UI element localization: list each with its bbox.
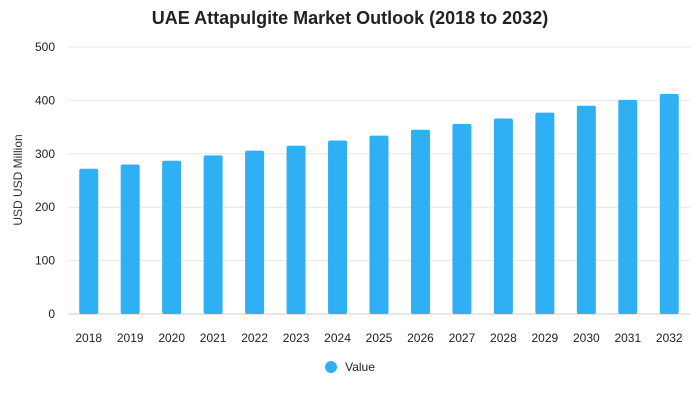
bar-2025 (369, 135, 389, 314)
bar-2021 (203, 155, 223, 314)
bars (79, 93, 679, 315)
y-tick-label: 100 (35, 254, 55, 268)
x-tick-label: 2021 (200, 331, 227, 345)
x-tick-label: 2022 (241, 331, 268, 345)
chart-title: UAE Attapulgite Market Outlook (2018 to … (151, 8, 549, 28)
y-tick-label: 500 (35, 40, 55, 54)
x-tick-label: 2028 (490, 331, 517, 345)
bar-2031 (618, 99, 638, 314)
x-tick-label: 2018 (75, 331, 102, 345)
x-tick-label: 2020 (158, 331, 185, 345)
bar-2032 (659, 93, 679, 314)
bar-2019 (120, 164, 140, 314)
x-tick-label: 2032 (656, 331, 683, 345)
y-tick-label: 400 (35, 93, 55, 107)
bar-2022 (245, 150, 265, 314)
x-tick-label: 2026 (407, 331, 434, 345)
bar-2020 (162, 160, 182, 314)
legend: Value (0, 360, 700, 374)
x-tick-label: 2029 (532, 331, 559, 345)
x-tick-label: 2027 (449, 331, 476, 345)
x-tick-label: 2031 (614, 331, 641, 345)
x-tick-label: 2024 (324, 331, 351, 345)
bar-2030 (576, 105, 596, 315)
bar-2026 (410, 129, 430, 314)
y-tick-label: 300 (35, 147, 55, 161)
y-axis-ticks: 0 100 200 300 400 500 (35, 40, 55, 321)
y-tick-label: 0 (48, 307, 55, 321)
legend-swatch (325, 361, 338, 373)
bar-2027 (452, 123, 472, 315)
bar-2028 (493, 118, 513, 314)
bar-2024 (328, 140, 348, 314)
y-tick-label: 200 (35, 200, 55, 214)
x-tick-label: 2030 (573, 331, 600, 345)
y-axis-title: USD USD Million (11, 134, 25, 225)
bar-2029 (535, 112, 555, 314)
legend-label: Value (345, 360, 375, 374)
x-tick-label: 2023 (283, 331, 310, 345)
x-tick-label: 2019 (117, 331, 144, 345)
bar-2018 (79, 168, 99, 314)
x-axis-ticks: 2018 2019 2020 2021 2022 2023 2024 2025 2026 2027… (75, 331, 683, 345)
bar-2023 (286, 145, 306, 314)
x-tick-label: 2025 (366, 331, 393, 345)
